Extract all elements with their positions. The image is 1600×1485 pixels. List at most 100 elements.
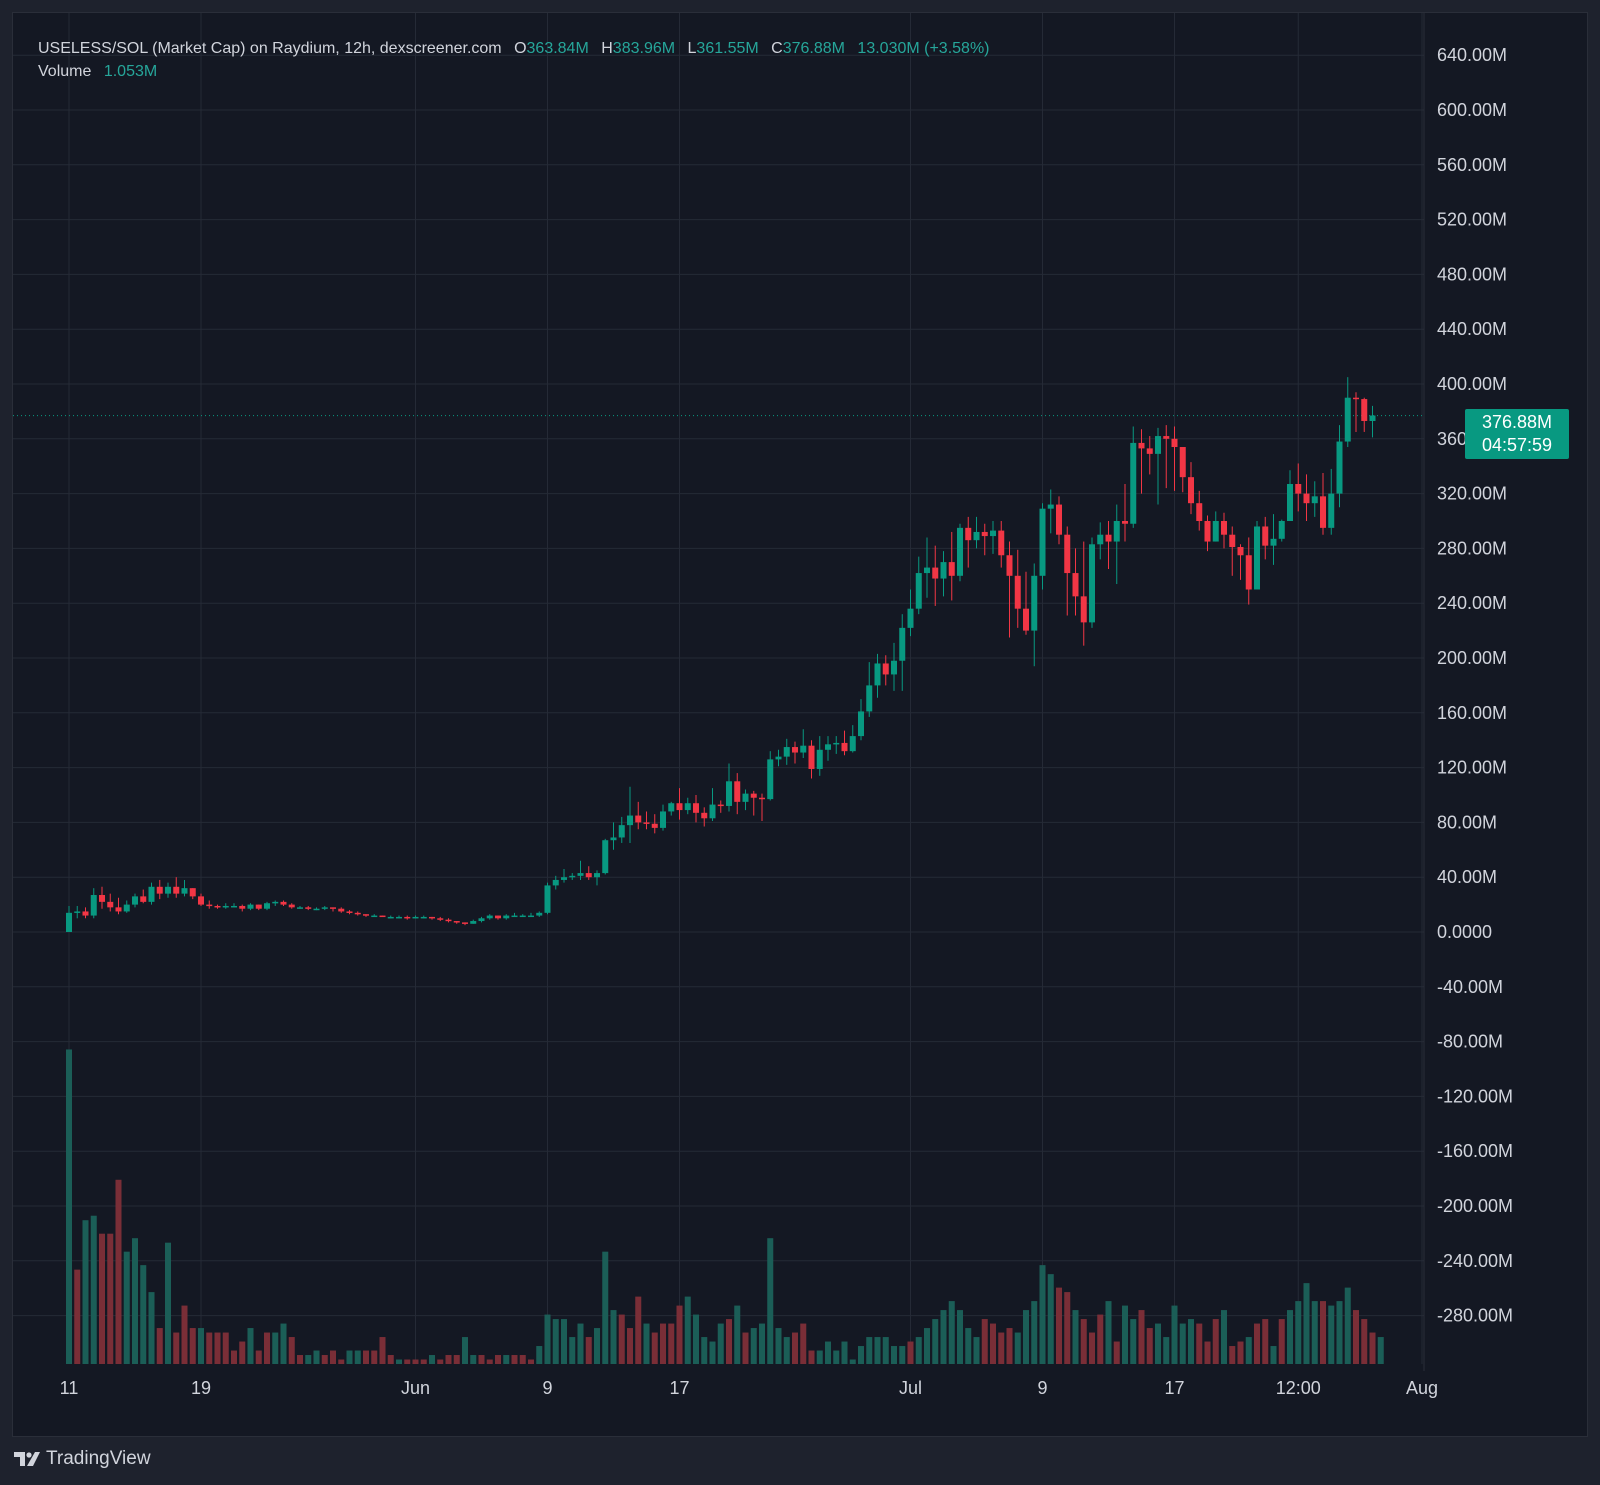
volume-bar (684, 1296, 691, 1364)
volume-bar (693, 1314, 699, 1364)
volume-bar (783, 1337, 790, 1364)
volume-bar (404, 1359, 411, 1364)
volume-bar (965, 1328, 972, 1364)
candle-body-down (998, 530, 1005, 556)
volume-bar (1270, 1346, 1277, 1364)
candle-body-down (338, 908, 345, 912)
y-tick-label: 0.0000 (1437, 922, 1492, 942)
volume-bar (1262, 1319, 1269, 1364)
y-tick-label: 40.00M (1437, 867, 1497, 887)
candle-body-down (99, 895, 105, 902)
candle-body-down (841, 742, 848, 752)
volume-bar (288, 1337, 295, 1364)
candle-body-up (783, 747, 790, 757)
candle-body-up (1031, 575, 1038, 631)
volume-bar (1328, 1305, 1335, 1364)
candle-body-down (363, 914, 369, 916)
volume-bar (940, 1310, 947, 1364)
volume-bar (1344, 1287, 1351, 1364)
candle-body-up (684, 803, 691, 811)
volume-bar (255, 1350, 262, 1364)
candle-body-down (354, 912, 361, 915)
candle-body-down (280, 901, 287, 905)
volume-bar (313, 1350, 320, 1364)
volume-bar (453, 1355, 460, 1364)
candle-body-up (1212, 521, 1219, 542)
volume-bar (1006, 1328, 1013, 1364)
y-tick-label: 600.00M (1437, 100, 1507, 120)
candle-body-down (1179, 447, 1186, 478)
volume-bar (1113, 1341, 1120, 1364)
volume-bar (734, 1305, 741, 1364)
volume-bar (445, 1355, 452, 1364)
volume-bar (74, 1269, 81, 1364)
volume-bar (1064, 1292, 1071, 1364)
volume-bar (206, 1332, 213, 1364)
volume-bar (701, 1337, 708, 1364)
volume-bar (849, 1359, 856, 1364)
chart-legend: USELESS/SOL (Market Cap) on Raydium, 12h… (38, 37, 990, 83)
volume-bar (363, 1350, 369, 1364)
candle-body-down (115, 907, 122, 912)
candle-body-up (387, 916, 394, 919)
candle-body-down (462, 922, 468, 924)
candle-body-up (231, 905, 237, 908)
y-tick-label: 80.00M (1437, 812, 1497, 832)
candle-body-down (932, 567, 939, 579)
candle-body-up (602, 840, 609, 874)
candle-body-up (148, 886, 155, 902)
bar-countdown: 04:57:59 (1481, 435, 1553, 455)
last-price: 376.88M (1481, 412, 1553, 432)
volume-bar (1047, 1274, 1054, 1364)
volume-bar (948, 1301, 955, 1364)
candle-body-up (1336, 441, 1343, 494)
volume-bar (1089, 1332, 1095, 1364)
candle-body-up (1287, 484, 1293, 521)
volume-bar (189, 1328, 196, 1364)
volume-bar (767, 1238, 774, 1364)
volume-bar (231, 1350, 237, 1364)
volume-bar (478, 1355, 485, 1364)
volume-bar (305, 1355, 312, 1364)
volume-bar (1014, 1332, 1021, 1364)
volume-bar (882, 1337, 889, 1364)
candle-body-up (660, 811, 666, 828)
candle-body-down (330, 907, 336, 909)
candle-body-up (957, 527, 963, 576)
volume-bar (264, 1332, 270, 1364)
candle-body-up (396, 916, 402, 919)
candle-body-up (849, 736, 856, 752)
candle-body-down (1138, 442, 1145, 449)
volume-bar (1171, 1305, 1178, 1364)
candle-body-up (800, 745, 807, 753)
volume-bar (115, 1179, 122, 1364)
candle-body-up (627, 815, 633, 826)
candle-body-down (156, 886, 163, 894)
candle-body-up (1278, 521, 1285, 539)
candle-body-down (1361, 399, 1368, 421)
volume-bar (833, 1350, 840, 1364)
volume-bar (990, 1323, 996, 1364)
volume-bar (594, 1328, 600, 1364)
candle-body-down (643, 822, 650, 824)
volume-bar (387, 1355, 394, 1364)
volume-value: 1.053M (103, 63, 158, 80)
candlestick-chart[interactable]: 640.00M 600.00M 560.00M 520.00M 480.00M 440.0… (13, 13, 1589, 1438)
candle-body-up (165, 886, 171, 894)
candle-body-down (693, 803, 699, 813)
volume-bar (808, 1350, 815, 1364)
candle-body-up (552, 879, 559, 886)
volume-bar (132, 1238, 138, 1364)
candle-body-up (478, 918, 485, 922)
volume-bar (1204, 1341, 1211, 1364)
candle-body-up (264, 903, 270, 909)
candle-body-up (544, 885, 551, 913)
candle-body-down (948, 562, 955, 576)
candle-body-up (594, 873, 600, 878)
tradingview-brand[interactable]: TradingView (14, 1448, 151, 1470)
volume-bar (643, 1323, 650, 1364)
volume-bar (1295, 1301, 1302, 1364)
candle-body-down (495, 915, 501, 919)
y-tick-label: 120.00M (1437, 758, 1507, 778)
candle-body-down (1295, 484, 1302, 494)
